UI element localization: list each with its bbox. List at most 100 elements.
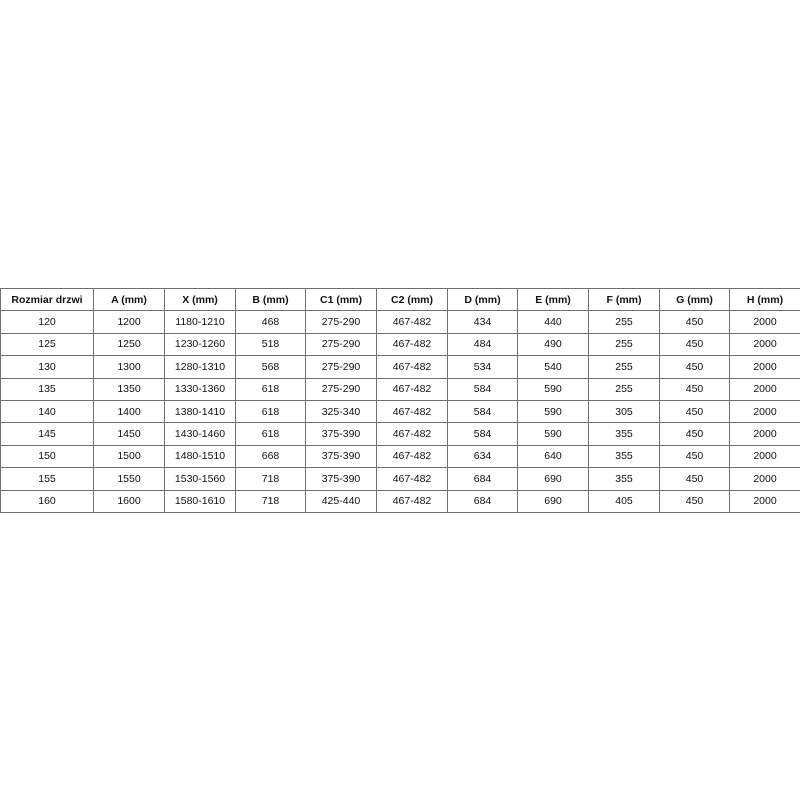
table-cell: 325-340	[305, 399, 377, 424]
table-cell: 425-440	[305, 489, 377, 513]
table-cell: 125	[0, 332, 94, 357]
table-cell: 467-482	[376, 377, 448, 401]
table-cell: 2000	[729, 332, 800, 357]
table-cell: 140	[0, 399, 94, 424]
table-cell: 590	[517, 399, 589, 424]
table-cell: 355	[588, 467, 660, 491]
table-cell: 484	[447, 332, 518, 357]
table-cell: 1430-1460	[164, 422, 236, 446]
table-cell: 2000	[729, 355, 800, 379]
table-cell: 275-290	[305, 377, 377, 401]
column-header: A (mm)	[93, 287, 165, 312]
table-cell: 1450	[93, 422, 165, 446]
table-cell: 1550	[93, 467, 165, 491]
column-header: Rozmiar drzwi	[0, 287, 94, 312]
column-header: G (mm)	[659, 287, 730, 312]
table-cell: 255	[588, 332, 660, 357]
table-cell: 684	[447, 489, 518, 513]
table-cell: 1600	[93, 489, 165, 513]
table-cell: 450	[659, 399, 730, 424]
table-cell: 490	[517, 332, 589, 357]
table-row: 145 1450 1430-1460 618 375-390 467-482 584 590 3…	[0, 422, 800, 446]
table-cell: 1500	[93, 444, 165, 469]
table-cell: 467-482	[376, 422, 448, 446]
table-cell: 1200	[93, 310, 165, 334]
dimensions-table: Rozmiar drzwi A (mm) X (mm) B (mm) C1 (mm) C2…	[0, 287, 800, 513]
table-cell: 355	[588, 444, 660, 469]
table-cell: 467-482	[376, 310, 448, 334]
table-cell: 2000	[729, 489, 800, 513]
table-cell: 2000	[729, 310, 800, 334]
table-cell: 718	[235, 467, 306, 491]
table-cell: 440	[517, 310, 589, 334]
table-cell: 1230-1260	[164, 332, 236, 357]
table-cell: 467-482	[376, 355, 448, 379]
table-cell: 150	[0, 444, 94, 469]
table-cell: 618	[235, 422, 306, 446]
table-cell: 467-482	[376, 489, 448, 513]
column-header: F (mm)	[588, 287, 660, 312]
table-cell: 2000	[729, 422, 800, 446]
table-cell: 1180-1210	[164, 310, 236, 334]
column-header: E (mm)	[517, 287, 589, 312]
table-cell: 640	[517, 444, 589, 469]
table-cell: 450	[659, 422, 730, 446]
table-cell: 275-290	[305, 332, 377, 357]
column-header: C1 (mm)	[305, 287, 377, 312]
table-cell: 690	[517, 489, 589, 513]
table-cell: 255	[588, 310, 660, 334]
table-cell: 130	[0, 355, 94, 379]
table-cell: 467-482	[376, 444, 448, 469]
table-cell: 1280-1310	[164, 355, 236, 379]
table-cell: 718	[235, 489, 306, 513]
table-cell: 618	[235, 399, 306, 424]
table-row: 160 1600 1580-1610 718 425-440 467-482 684 690 4…	[0, 489, 800, 513]
table-cell: 375-390	[305, 444, 377, 469]
table-row: 150 1500 1480-1510 668 375-390 467-482 634 640 3…	[0, 444, 800, 469]
table-cell: 1330-1360	[164, 377, 236, 401]
table-row: 140 1400 1380-1410 618 325-340 467-482 584 590 3…	[0, 399, 800, 424]
table-cell: 405	[588, 489, 660, 513]
table-cell: 1250	[93, 332, 165, 357]
table-cell: 540	[517, 355, 589, 379]
table-cell: 450	[659, 377, 730, 401]
header-row: Rozmiar drzwi A (mm) X (mm) B (mm) C1 (mm) C2…	[0, 287, 800, 312]
table-cell: 1400	[93, 399, 165, 424]
table-cell: 450	[659, 332, 730, 357]
table-cell: 2000	[729, 467, 800, 491]
table-cell: 450	[659, 310, 730, 334]
table-cell: 690	[517, 467, 589, 491]
column-header: X (mm)	[164, 287, 236, 312]
table-cell: 2000	[729, 377, 800, 401]
column-header: H (mm)	[729, 287, 800, 312]
table-cell: 590	[517, 377, 589, 401]
table-cell: 1530-1560	[164, 467, 236, 491]
table-cell: 467-482	[376, 399, 448, 424]
table-cell: 375-390	[305, 422, 377, 446]
table-cell: 2000	[729, 399, 800, 424]
table-cell: 255	[588, 377, 660, 401]
table-row: 155 1550 1530-1560 718 375-390 467-482 684 690 3…	[0, 467, 800, 491]
table-cell: 468	[235, 310, 306, 334]
table-cell: 450	[659, 444, 730, 469]
table-cell: 375-390	[305, 467, 377, 491]
table-cell: 305	[588, 399, 660, 424]
table-cell: 275-290	[305, 310, 377, 334]
column-header: C2 (mm)	[376, 287, 448, 312]
table-cell: 434	[447, 310, 518, 334]
table-cell: 160	[0, 489, 94, 513]
table-cell: 584	[447, 422, 518, 446]
table-cell: 467-482	[376, 332, 448, 357]
column-header: B (mm)	[235, 287, 306, 312]
table-cell: 1300	[93, 355, 165, 379]
table-cell: 584	[447, 399, 518, 424]
table-cell: 355	[588, 422, 660, 446]
table-cell: 518	[235, 332, 306, 357]
table-cell: 450	[659, 467, 730, 491]
table-cell: 2000	[729, 444, 800, 469]
table-row: 120 1200 1180-1210 468 275-290 467-482 434 440 2…	[0, 310, 800, 334]
table-cell: 450	[659, 355, 730, 379]
table-row: 135 1350 1330-1360 618 275-290 467-482 584 590 2…	[0, 377, 800, 401]
table-cell: 155	[0, 467, 94, 491]
table-cell: 590	[517, 422, 589, 446]
